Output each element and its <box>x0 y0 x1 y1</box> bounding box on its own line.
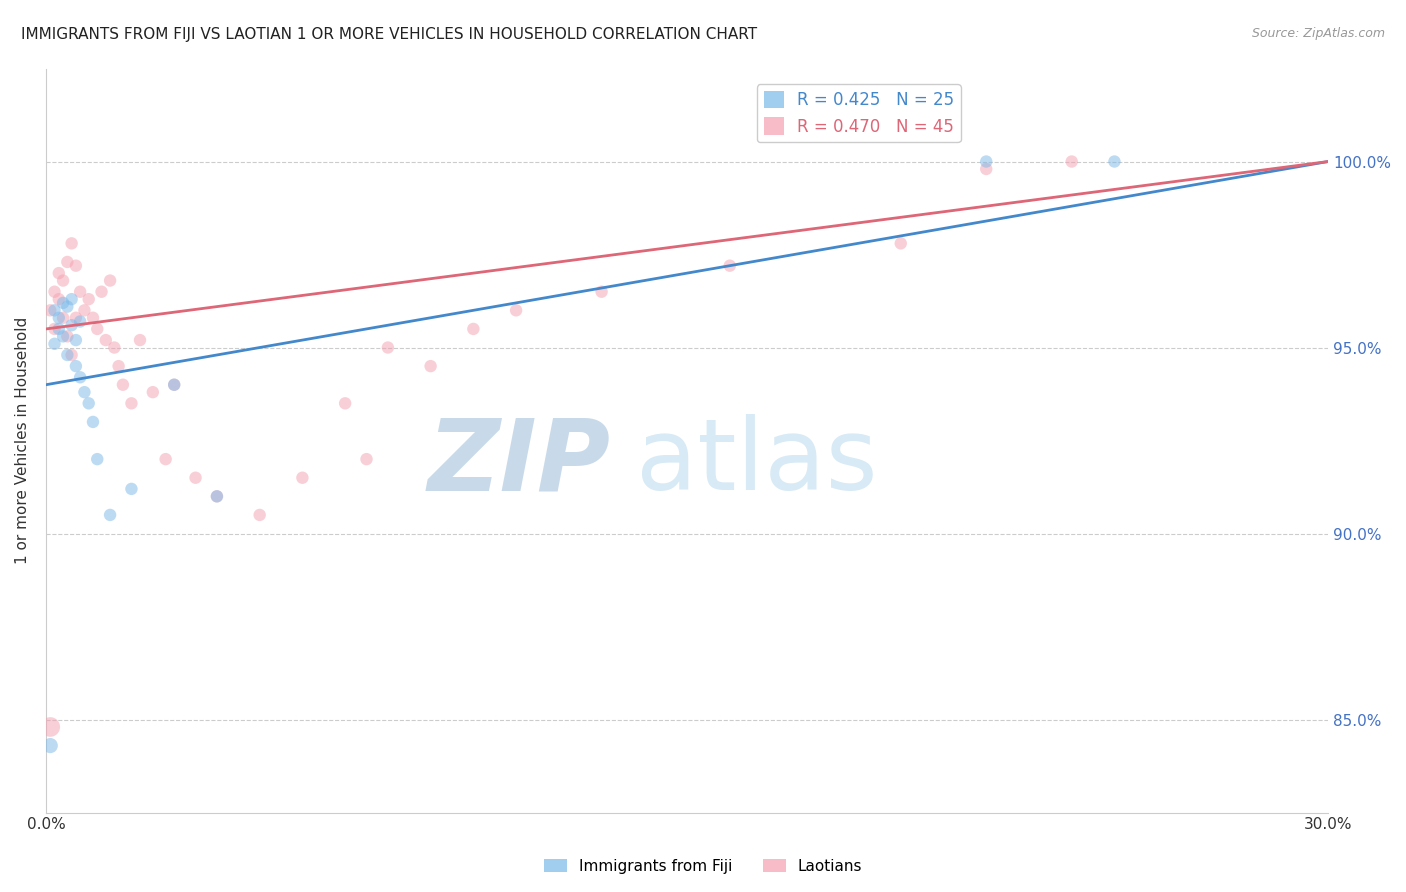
Point <box>65 359 87 373</box>
Point <box>39 303 62 318</box>
Point <box>1104 154 1126 169</box>
Point <box>56 329 79 343</box>
Point <box>52 329 75 343</box>
Point <box>356 452 378 467</box>
Point <box>44 336 66 351</box>
Point <box>77 292 100 306</box>
Point <box>98 274 121 288</box>
Point <box>73 385 96 400</box>
Point <box>73 303 96 318</box>
Point <box>591 285 613 299</box>
Point <box>111 377 134 392</box>
Point <box>718 259 741 273</box>
Point <box>56 348 79 362</box>
Point <box>60 348 83 362</box>
Point <box>77 396 100 410</box>
Point <box>86 452 108 467</box>
Point <box>65 310 87 325</box>
Point <box>65 333 87 347</box>
Point <box>94 333 117 347</box>
Text: ZIP: ZIP <box>427 415 610 511</box>
Point <box>39 739 62 753</box>
Point <box>52 296 75 310</box>
Point <box>107 359 129 373</box>
Point <box>155 452 177 467</box>
Point <box>56 255 79 269</box>
Point <box>890 236 912 251</box>
Point <box>205 489 228 503</box>
Point <box>56 300 79 314</box>
Point <box>44 303 66 318</box>
Point <box>463 322 485 336</box>
Point <box>142 385 165 400</box>
Point <box>82 310 104 325</box>
Point <box>120 396 142 410</box>
Point <box>90 285 112 299</box>
Point <box>69 285 91 299</box>
Point <box>184 471 207 485</box>
Text: Source: ZipAtlas.com: Source: ZipAtlas.com <box>1251 27 1385 40</box>
Point <box>39 720 62 734</box>
Point <box>48 310 70 325</box>
Point <box>333 396 356 410</box>
Point <box>974 161 997 176</box>
Point <box>44 322 66 336</box>
Point <box>974 154 997 169</box>
Point <box>52 310 75 325</box>
Point <box>60 318 83 333</box>
Point <box>69 370 91 384</box>
Point <box>120 482 142 496</box>
Point <box>52 274 75 288</box>
Point <box>69 314 91 328</box>
Point <box>129 333 152 347</box>
Point <box>103 341 125 355</box>
Point <box>205 489 228 503</box>
Point <box>163 377 186 392</box>
Point <box>48 292 70 306</box>
Y-axis label: 1 or more Vehicles in Household: 1 or more Vehicles in Household <box>15 317 30 564</box>
Legend: R = 0.425   N = 25, R = 0.470   N = 45: R = 0.425 N = 25, R = 0.470 N = 45 <box>756 84 960 143</box>
Point <box>249 508 271 522</box>
Point <box>82 415 104 429</box>
Point <box>291 471 314 485</box>
Point <box>44 285 66 299</box>
Text: IMMIGRANTS FROM FIJI VS LAOTIAN 1 OR MORE VEHICLES IN HOUSEHOLD CORRELATION CHAR: IMMIGRANTS FROM FIJI VS LAOTIAN 1 OR MOR… <box>21 27 758 42</box>
Point <box>377 341 399 355</box>
Point <box>86 322 108 336</box>
Point <box>163 377 186 392</box>
Point <box>60 236 83 251</box>
Point <box>505 303 527 318</box>
Point <box>1060 154 1083 169</box>
Text: atlas: atlas <box>636 415 877 511</box>
Legend: Immigrants from Fiji, Laotians: Immigrants from Fiji, Laotians <box>537 853 869 880</box>
Point <box>419 359 441 373</box>
Point <box>65 259 87 273</box>
Point <box>48 322 70 336</box>
Point <box>98 508 121 522</box>
Point <box>60 292 83 306</box>
Point <box>48 266 70 280</box>
